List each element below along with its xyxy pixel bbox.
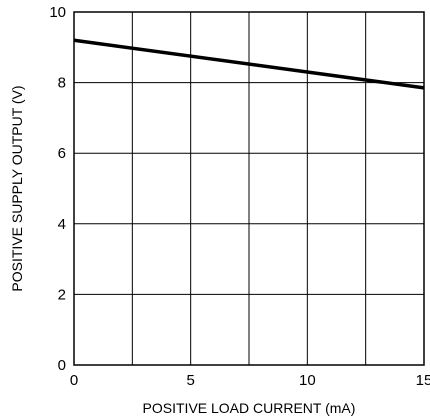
plot-frame (73, 11, 425, 366)
y-axis-ticks: 0 2 4 6 8 10 (49, 4, 66, 374)
y-tick-label-5: 10 (49, 4, 66, 21)
series-line-0 (73, 38, 425, 90)
x-axis-ticks: 0 5 10 15 (70, 372, 430, 389)
series-layer (73, 38, 425, 90)
x-tick-label-0: 0 (70, 372, 78, 389)
y-axis-title: POSITIVE SUPPLY OUTPUT (V) (9, 85, 25, 291)
y-tick-label-4: 8 (58, 75, 66, 92)
x-tick-label-3: 15 (416, 372, 430, 389)
x-axis-title: POSITIVE LOAD CURRENT (mA) (143, 400, 356, 416)
x-tick-label-2: 10 (299, 372, 316, 389)
y-tick-label-0: 0 (58, 357, 66, 374)
y-tick-label-1: 2 (58, 286, 66, 303)
x-tick-label-1: 5 (186, 372, 194, 389)
y-tick-label-2: 4 (58, 216, 66, 233)
y-tick-label-3: 6 (58, 145, 66, 162)
